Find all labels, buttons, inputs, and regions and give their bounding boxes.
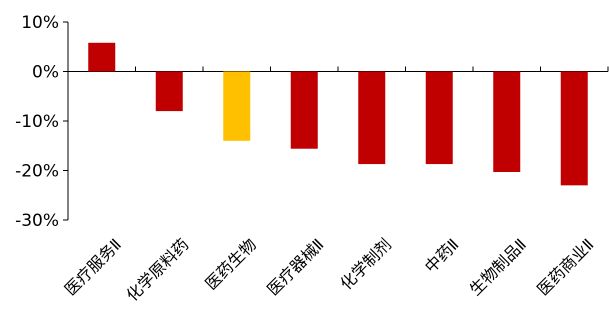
x-tick-label: 中药Ⅱ <box>421 235 463 277</box>
bars <box>88 42 588 186</box>
bar <box>155 71 183 112</box>
x-tick-label: 医药生物 <box>201 235 260 294</box>
x-tick-label: 化学制剂 <box>336 235 395 294</box>
bar <box>493 71 521 172</box>
bar <box>560 71 588 186</box>
y-tick-label: -10% <box>15 112 59 132</box>
bar <box>223 71 251 141</box>
x-tick-label: 生物制品Ⅱ <box>466 235 530 299</box>
x-tick-label: 医疗服务Ⅱ <box>61 235 125 299</box>
x-tick-label: 医疗器械Ⅱ <box>263 235 327 299</box>
bar <box>358 71 386 165</box>
bar <box>290 71 318 149</box>
y-tick-label: -20% <box>15 162 59 182</box>
y-tick-label: 0% <box>32 63 59 83</box>
y-tick-label: 10% <box>21 13 59 33</box>
y-tick-label: -30% <box>15 211 59 231</box>
y-axis-tick-labels: 10% 0% -10% -20% -30% <box>15 13 59 231</box>
x-tick-label: 医药商业Ⅱ <box>533 235 597 299</box>
bar <box>88 42 116 72</box>
x-tick-label: 化学原料药 <box>123 235 193 305</box>
bar <box>425 71 453 165</box>
axes <box>63 21 609 221</box>
